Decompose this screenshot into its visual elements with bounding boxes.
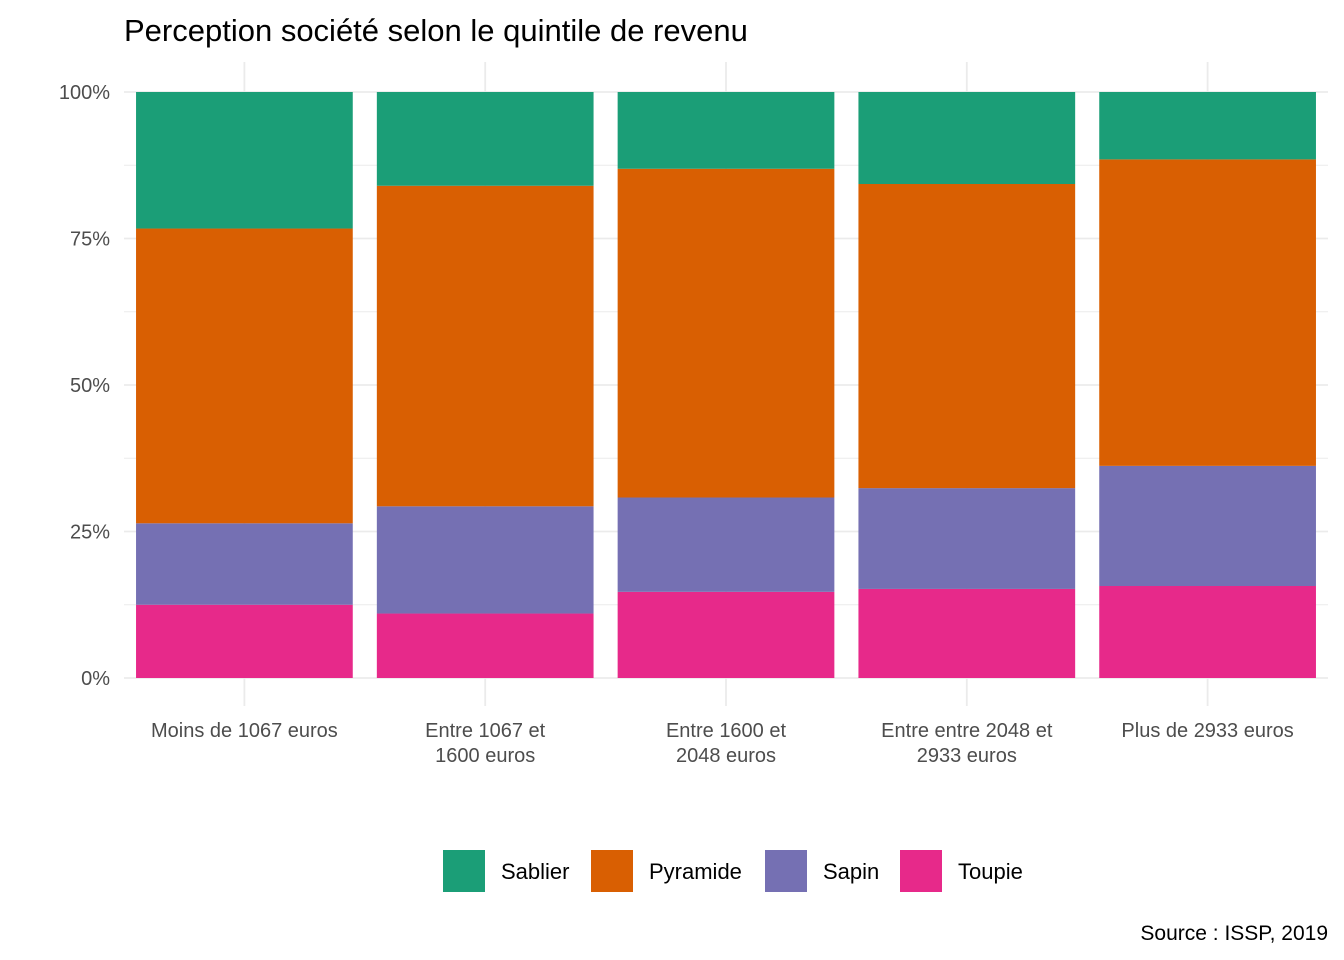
legend-label-sapin: Sapin bbox=[823, 859, 879, 884]
legend: Sablier Pyramide Sapin Toupie bbox=[443, 850, 1023, 892]
bar-segment-sablier bbox=[376, 92, 594, 186]
bar-segment-sablier bbox=[136, 92, 353, 229]
bar-segment-toupie bbox=[617, 591, 835, 678]
legend-label-toupie: Toupie bbox=[958, 859, 1023, 884]
bar-segment-sapin bbox=[617, 497, 835, 592]
bar-segment-sapin bbox=[858, 488, 1076, 589]
bar-segment-pyramide bbox=[136, 228, 353, 524]
bar-segment-pyramide bbox=[617, 168, 835, 498]
y-tick-label: 50% bbox=[70, 375, 110, 397]
legend-key-sapin bbox=[765, 850, 807, 892]
bar-segment-pyramide bbox=[376, 185, 594, 507]
chart-title: Perception société selon le quintile de … bbox=[124, 13, 748, 48]
y-tick-label: 0% bbox=[81, 668, 110, 690]
x-axis: Moins de 1067 euros Entre 1067 et 1600 eur… bbox=[151, 720, 1294, 767]
bar-segment-sablier bbox=[617, 92, 835, 169]
bar-segment-toupie bbox=[858, 588, 1076, 678]
legend-label-sablier: Sablier bbox=[501, 859, 569, 884]
bar-segment-toupie bbox=[1099, 585, 1316, 678]
legend-label-pyramide: Pyramide bbox=[649, 859, 742, 884]
x-tick-label: Entre entre 2048 et 2933 euros bbox=[881, 720, 1053, 767]
bar-segment-sablier bbox=[1099, 92, 1316, 160]
bar-segment-sablier bbox=[858, 92, 1076, 185]
x-tick-label: Moins de 1067 euros bbox=[151, 720, 338, 742]
legend-key-pyramide bbox=[591, 850, 633, 892]
y-tick-label: 100% bbox=[59, 82, 110, 104]
y-tick-label: 25% bbox=[70, 522, 110, 544]
legend-key-toupie bbox=[900, 850, 942, 892]
bar-segment-sapin bbox=[1099, 465, 1316, 586]
bar-segment-pyramide bbox=[858, 184, 1076, 489]
bars bbox=[136, 92, 1316, 678]
x-tick-label: Entre 1067 et 1600 euros bbox=[425, 720, 546, 767]
y-tick-label: 75% bbox=[70, 229, 110, 251]
bar-segment-sapin bbox=[136, 523, 353, 605]
bar-segment-pyramide bbox=[1099, 159, 1316, 466]
x-tick-label: Plus de 2933 euros bbox=[1121, 720, 1293, 742]
bar-segment-sapin bbox=[376, 506, 594, 614]
legend-key-sablier bbox=[443, 850, 485, 892]
bar-segment-toupie bbox=[136, 604, 353, 678]
chart-caption: Source : ISSP, 2019 bbox=[1140, 922, 1328, 945]
y-axis: 0% 25% 50% 75% 100% bbox=[59, 82, 110, 690]
x-tick-label: Entre 1600 et 2048 euros bbox=[666, 720, 787, 767]
bar-segment-toupie bbox=[376, 613, 594, 678]
